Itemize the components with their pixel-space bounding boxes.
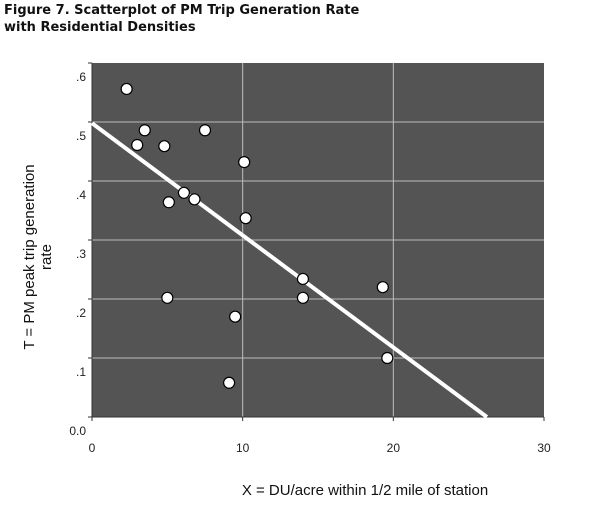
y-tick-label: .3: [76, 247, 86, 261]
y-tick-label: 0.0: [69, 424, 86, 438]
data-point: [158, 140, 171, 153]
data-point: [229, 310, 242, 323]
data-point: [381, 351, 394, 365]
data-point: [238, 156, 251, 169]
data-point: [120, 82, 133, 96]
data-point: [239, 212, 252, 225]
y-tick-label: .1: [76, 365, 86, 379]
data-point: [177, 186, 191, 199]
data-point: [162, 196, 175, 209]
data-point: [296, 291, 310, 304]
data-point: [376, 281, 389, 294]
x-tick-label: 0: [89, 441, 96, 455]
data-point: [131, 138, 144, 152]
x-tick-label: 10: [236, 441, 250, 455]
data-point: [223, 376, 236, 389]
y-tick-label: .4: [76, 188, 86, 202]
y-tick-label: .5: [76, 129, 86, 143]
x-tick-label: 20: [387, 441, 401, 455]
x-tick-label: 30: [537, 441, 551, 455]
regression-line: [90, 121, 489, 419]
data-point: [161, 291, 174, 304]
title-line-1: Figure 7. Scatterplot of PM Trip Generat…: [4, 3, 360, 18]
y-tick-label: .2: [76, 306, 86, 320]
figure-title: Figure 7. Scatterplot of PM Trip Generat…: [4, 2, 359, 36]
data-point: [296, 272, 310, 286]
data-point: [188, 193, 201, 206]
y-tick-label: .6: [76, 70, 86, 84]
x-axis-label: X = DU/acre within 1/2 mile of station: [241, 482, 489, 499]
data-point: [138, 124, 151, 137]
data-point: [198, 124, 212, 137]
title-line-2: with Residential Densities: [4, 20, 196, 35]
